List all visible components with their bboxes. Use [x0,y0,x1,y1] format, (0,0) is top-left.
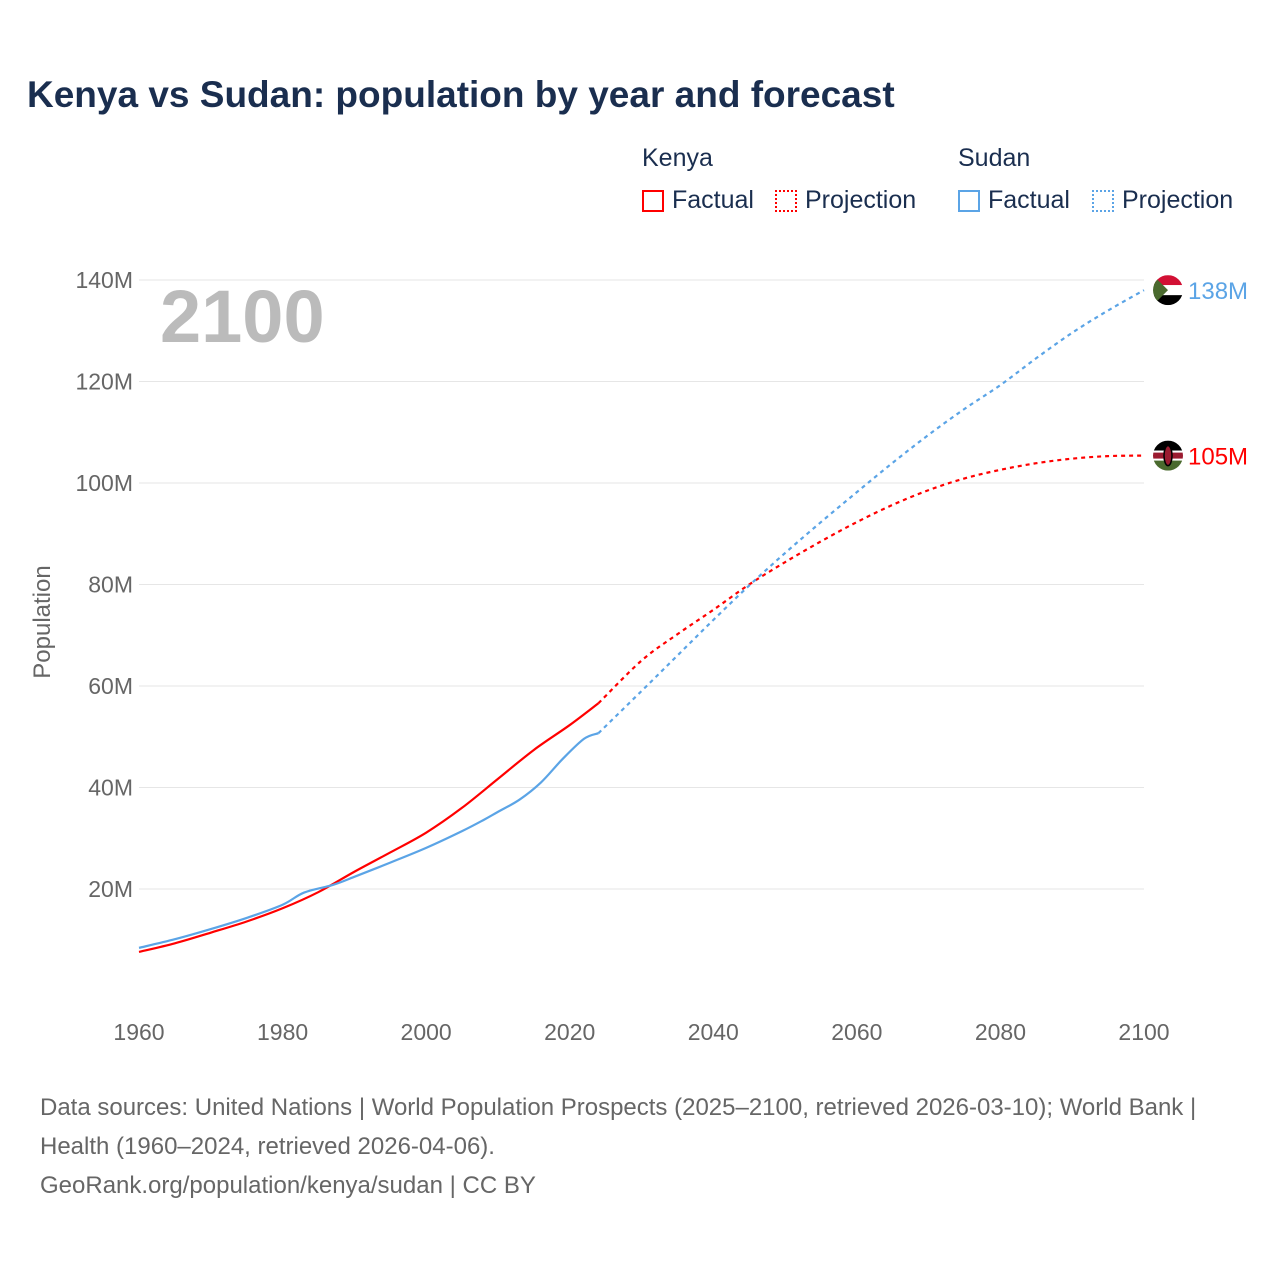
legend-group-kenya: Kenya [642,144,713,172]
flag-stripe [1153,275,1183,286]
footer: Data sources: United Nations | World Pop… [40,1088,1240,1205]
flag-stripe [1153,295,1183,306]
line-kenya-factual [138,702,600,953]
legend-label: Projection [805,186,917,214]
legend-swatch-dotted [775,189,797,212]
chart-title: Kenya vs Sudan: population by year and f… [27,74,895,115]
end-label-kenya: 105M [1188,444,1248,471]
line-sudan-factual [138,732,599,949]
y-tick-label: 60M [88,673,133,699]
flag-body [1153,275,1183,306]
footer-credit[interactable]: GeoRank.org/population/kenya/sudan | CC … [40,1172,536,1199]
flag-triangle [1153,275,1168,306]
y-tick-label: 80M [88,572,133,598]
end-label-sudan: 138M [1188,278,1248,305]
line-kenya-projection [597,454,1145,705]
y-tick-label: 100M [75,470,133,496]
footer-sources: Data sources: United Nations | World Pop… [40,1094,1197,1160]
x-tick-label: 2040 [688,1019,739,1045]
x-tick-label: 2100 [1118,1019,1169,1045]
kenya-flag-icon [1153,440,1183,471]
flag-shield [1163,444,1173,467]
legend-swatch-solid [958,189,980,212]
x-tick-label: 2000 [401,1019,452,1045]
legend-swatch-solid [642,189,664,212]
legend-group-sudan: Sudan [958,144,1031,172]
legend-kenya-projection[interactable]: Projection [775,186,916,215]
sudan-flag-icon [1153,275,1183,306]
y-tick-label: 40M [88,775,133,801]
x-tick-label: 1980 [257,1019,308,1045]
x-tick-label: 2020 [544,1019,595,1045]
legend-swatch-dotted [1092,189,1114,212]
y-axis-label: Population [29,565,56,678]
line-sudan-projection [597,289,1145,734]
legend-label: Factual [672,186,754,214]
legend-label: Projection [1122,186,1234,214]
x-tick-label: 2080 [975,1019,1026,1045]
legend-kenya-factual[interactable]: Factual [642,186,754,215]
x-tick-label: 2060 [831,1019,882,1045]
flag-body [1153,440,1183,471]
year-overlay: 2100 [160,275,325,358]
legend-label: Factual [988,186,1070,214]
x-tick-label: 1960 [113,1019,164,1045]
legend-sudan-factual[interactable]: Factual [958,186,1070,215]
y-tick-label: 20M [88,876,133,902]
y-tick-label: 140M [75,267,133,293]
y-tick-label: 120M [75,369,133,395]
legend-sudan-projection[interactable]: Projection [1092,186,1233,215]
